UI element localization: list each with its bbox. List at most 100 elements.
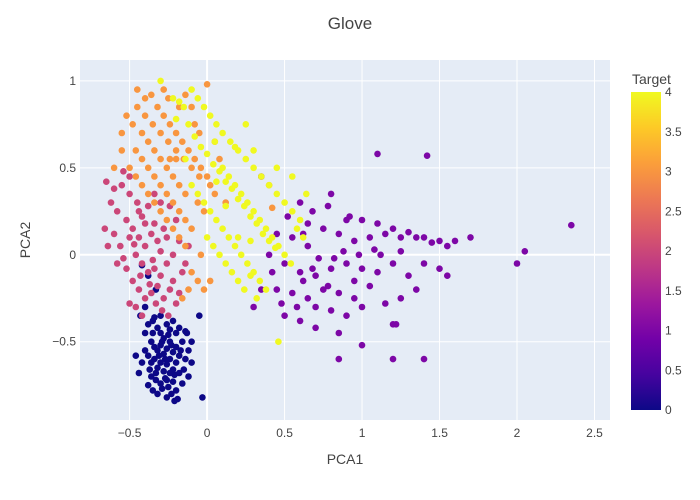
data-point: [169, 95, 177, 102]
data-point: [101, 225, 109, 232]
data-point: [196, 312, 203, 320]
data-point: [163, 190, 171, 198]
data-point: [138, 260, 146, 267]
data-point: [304, 295, 312, 302]
data-point: [141, 220, 149, 227]
data-point: [244, 260, 251, 267]
data-point: [315, 254, 323, 262]
data-point: [382, 230, 389, 238]
data-point: [281, 312, 288, 320]
data-point: [273, 164, 281, 172]
data-point: [123, 216, 130, 224]
data-point: [157, 312, 164, 320]
data-point: [203, 234, 211, 241]
data-point: [210, 242, 217, 250]
y-tick-label: 1: [69, 74, 76, 88]
data-point: [146, 366, 153, 373]
data-point: [154, 324, 161, 332]
data-point: [358, 265, 366, 273]
data-point: [194, 277, 202, 285]
data-point: [166, 121, 174, 128]
data-point: [234, 234, 242, 241]
data-point: [126, 173, 133, 180]
data-point: [366, 282, 374, 290]
data-point: [118, 129, 126, 137]
data-point: [110, 185, 118, 192]
data-point: [138, 312, 146, 320]
data-point: [172, 300, 180, 307]
data-point: [273, 190, 281, 198]
data-point: [163, 216, 171, 224]
data-point: [250, 303, 257, 311]
data-point: [154, 390, 161, 398]
data-point: [163, 361, 171, 368]
data-point: [241, 286, 248, 293]
x-tick-label: 0.5: [276, 426, 293, 440]
colorbar-tick-label: 4: [665, 85, 672, 99]
data-point: [134, 199, 141, 206]
data-point: [123, 265, 130, 273]
data-point: [160, 368, 167, 375]
data-point: [165, 95, 172, 102]
data-point: [157, 248, 164, 255]
data-point: [340, 248, 347, 255]
data-point: [366, 234, 374, 241]
data-point: [304, 242, 312, 250]
data-point: [242, 155, 250, 163]
data-point: [185, 147, 192, 154]
data-point: [320, 286, 327, 293]
data-point: [324, 202, 332, 210]
data-point: [374, 268, 381, 276]
data-point: [203, 150, 211, 158]
data-point: [165, 331, 172, 339]
data-point: [151, 265, 158, 273]
colorbar-title: Target: [632, 71, 671, 87]
data-point: [118, 147, 126, 154]
data-point: [177, 347, 184, 354]
data-point: [275, 242, 282, 250]
data-point: [200, 208, 208, 215]
data-point: [351, 277, 358, 285]
data-point: [166, 369, 174, 377]
chart-title: Glove: [328, 14, 372, 33]
y-tick-label: −0.5: [52, 335, 76, 349]
data-point: [154, 282, 161, 290]
data-point: [175, 324, 183, 332]
data-point: [151, 355, 158, 363]
data-point: [152, 300, 160, 307]
data-point: [222, 178, 229, 185]
data-point: [144, 202, 152, 210]
data-point: [135, 369, 143, 377]
data-point: [132, 251, 140, 259]
data-point: [335, 289, 343, 297]
data-point: [188, 268, 195, 276]
data-point: [126, 164, 133, 172]
data-point: [234, 277, 242, 285]
colorbar-tick-label: 1.5: [665, 284, 682, 298]
data-point: [182, 216, 189, 224]
data-point: [197, 164, 205, 172]
x-tick-label: 1.5: [431, 426, 448, 440]
data-point: [358, 341, 366, 349]
data-point: [152, 369, 160, 377]
data-point: [135, 286, 143, 293]
colorbar-tick-label: 3: [665, 165, 672, 179]
y-tick-label: 0.5: [59, 161, 76, 175]
data-point: [174, 395, 181, 403]
data-point: [312, 324, 319, 332]
data-point: [182, 91, 189, 99]
data-point: [423, 152, 431, 159]
data-point: [157, 181, 164, 189]
data-point: [568, 221, 575, 229]
data-point: [304, 220, 312, 227]
data-point: [371, 246, 378, 253]
data-point: [157, 199, 164, 206]
data-point: [148, 91, 155, 99]
data-point: [268, 234, 276, 241]
data-point: [179, 138, 186, 145]
data-point: [175, 181, 183, 189]
data-point: [247, 237, 254, 245]
data-point: [158, 338, 166, 346]
data-point: [188, 103, 195, 111]
data-point: [138, 129, 146, 137]
